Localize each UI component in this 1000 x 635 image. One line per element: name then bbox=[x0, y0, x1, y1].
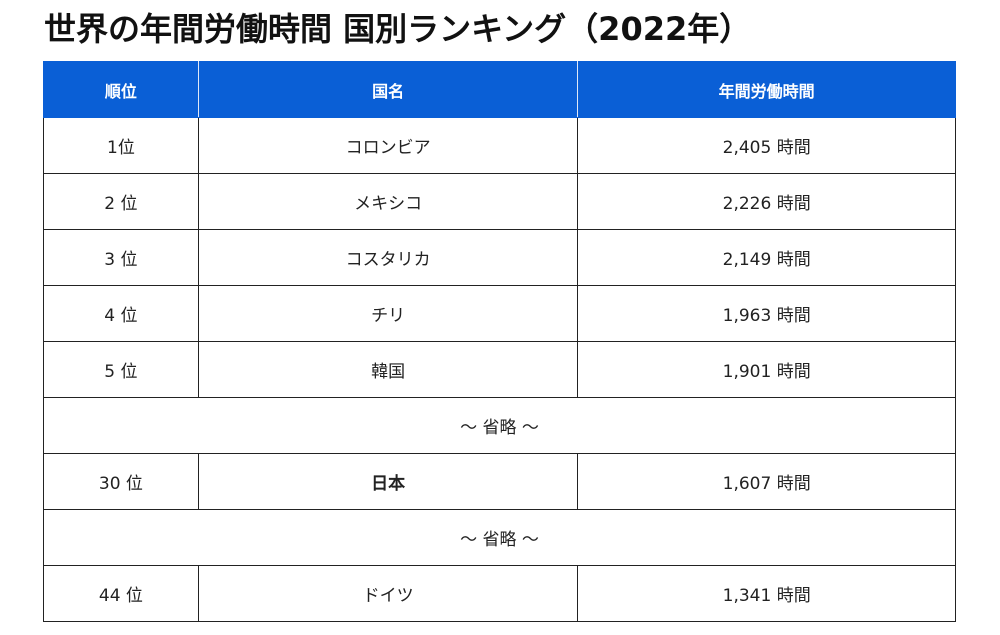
header-hours: 年間労働時間 bbox=[577, 61, 956, 118]
country-cell: ドイツ bbox=[197, 565, 579, 622]
rank-cell: 30 位 bbox=[43, 453, 199, 510]
table-row: 5 位韓国 1,901 時間 bbox=[43, 341, 956, 398]
table-row: 1位 コロンビア 2,405 時間 bbox=[43, 117, 956, 174]
hours-cell: 1,341 時間 bbox=[577, 565, 956, 622]
rank-cell: 4 位 bbox=[43, 285, 199, 342]
table-row: 3 位コスタリカ 2,149 時間 bbox=[43, 229, 956, 286]
hours-cell: 2,226 時間 bbox=[577, 173, 956, 230]
hours-cell: 2,405 時間 bbox=[577, 117, 956, 174]
rank-cell: 3 位 bbox=[43, 229, 199, 286]
country-cell: メキシコ bbox=[197, 173, 579, 230]
rank-cell: 2 位 bbox=[43, 173, 199, 230]
table-row: 2 位メキシコ 2,226 時間 bbox=[43, 173, 956, 230]
country-cell: 韓国 bbox=[197, 341, 579, 398]
country-cell: チリ bbox=[197, 285, 579, 342]
omitted-row: ～ 省略 ～ bbox=[43, 397, 956, 454]
header-country: 国名 bbox=[197, 61, 579, 118]
hours-cell: 1,901 時間 bbox=[577, 341, 956, 398]
ranking-table: 順位 国名 年間労働時間 1位 コロンビア 2,405 時間 2 位メキシコ 2,22… bbox=[43, 61, 956, 622]
hours-cell: 2,149 時間 bbox=[577, 229, 956, 286]
rank-cell: 44 位 bbox=[43, 565, 199, 622]
omitted-cell: ～ 省略 ～ bbox=[43, 397, 956, 454]
table-header: 順位 国名 年間労働時間 bbox=[43, 61, 956, 118]
table-row-japan: 30 位日本 1,607 時間 bbox=[43, 453, 956, 510]
rank-cell: 1位 bbox=[43, 117, 199, 174]
header-rank: 順位 bbox=[43, 61, 199, 118]
country-cell: コスタリカ bbox=[197, 229, 579, 286]
hours-cell: 1,963 時間 bbox=[577, 285, 956, 342]
table-row: 4 位チリ 1,963 時間 bbox=[43, 285, 956, 342]
omitted-row: ～ 省略 ～ bbox=[43, 509, 956, 566]
omitted-cell: ～ 省略 ～ bbox=[43, 509, 956, 566]
country-cell: 日本 bbox=[197, 453, 579, 510]
table-row: 44 位ドイツ 1,341 時間 bbox=[43, 565, 956, 622]
country-cell: コロンビア bbox=[197, 117, 579, 174]
rank-cell: 5 位 bbox=[43, 341, 199, 398]
hours-cell: 1,607 時間 bbox=[577, 453, 956, 510]
page-title: 世界の年間労働時間 国別ランキング（2022年） bbox=[44, 10, 752, 48]
